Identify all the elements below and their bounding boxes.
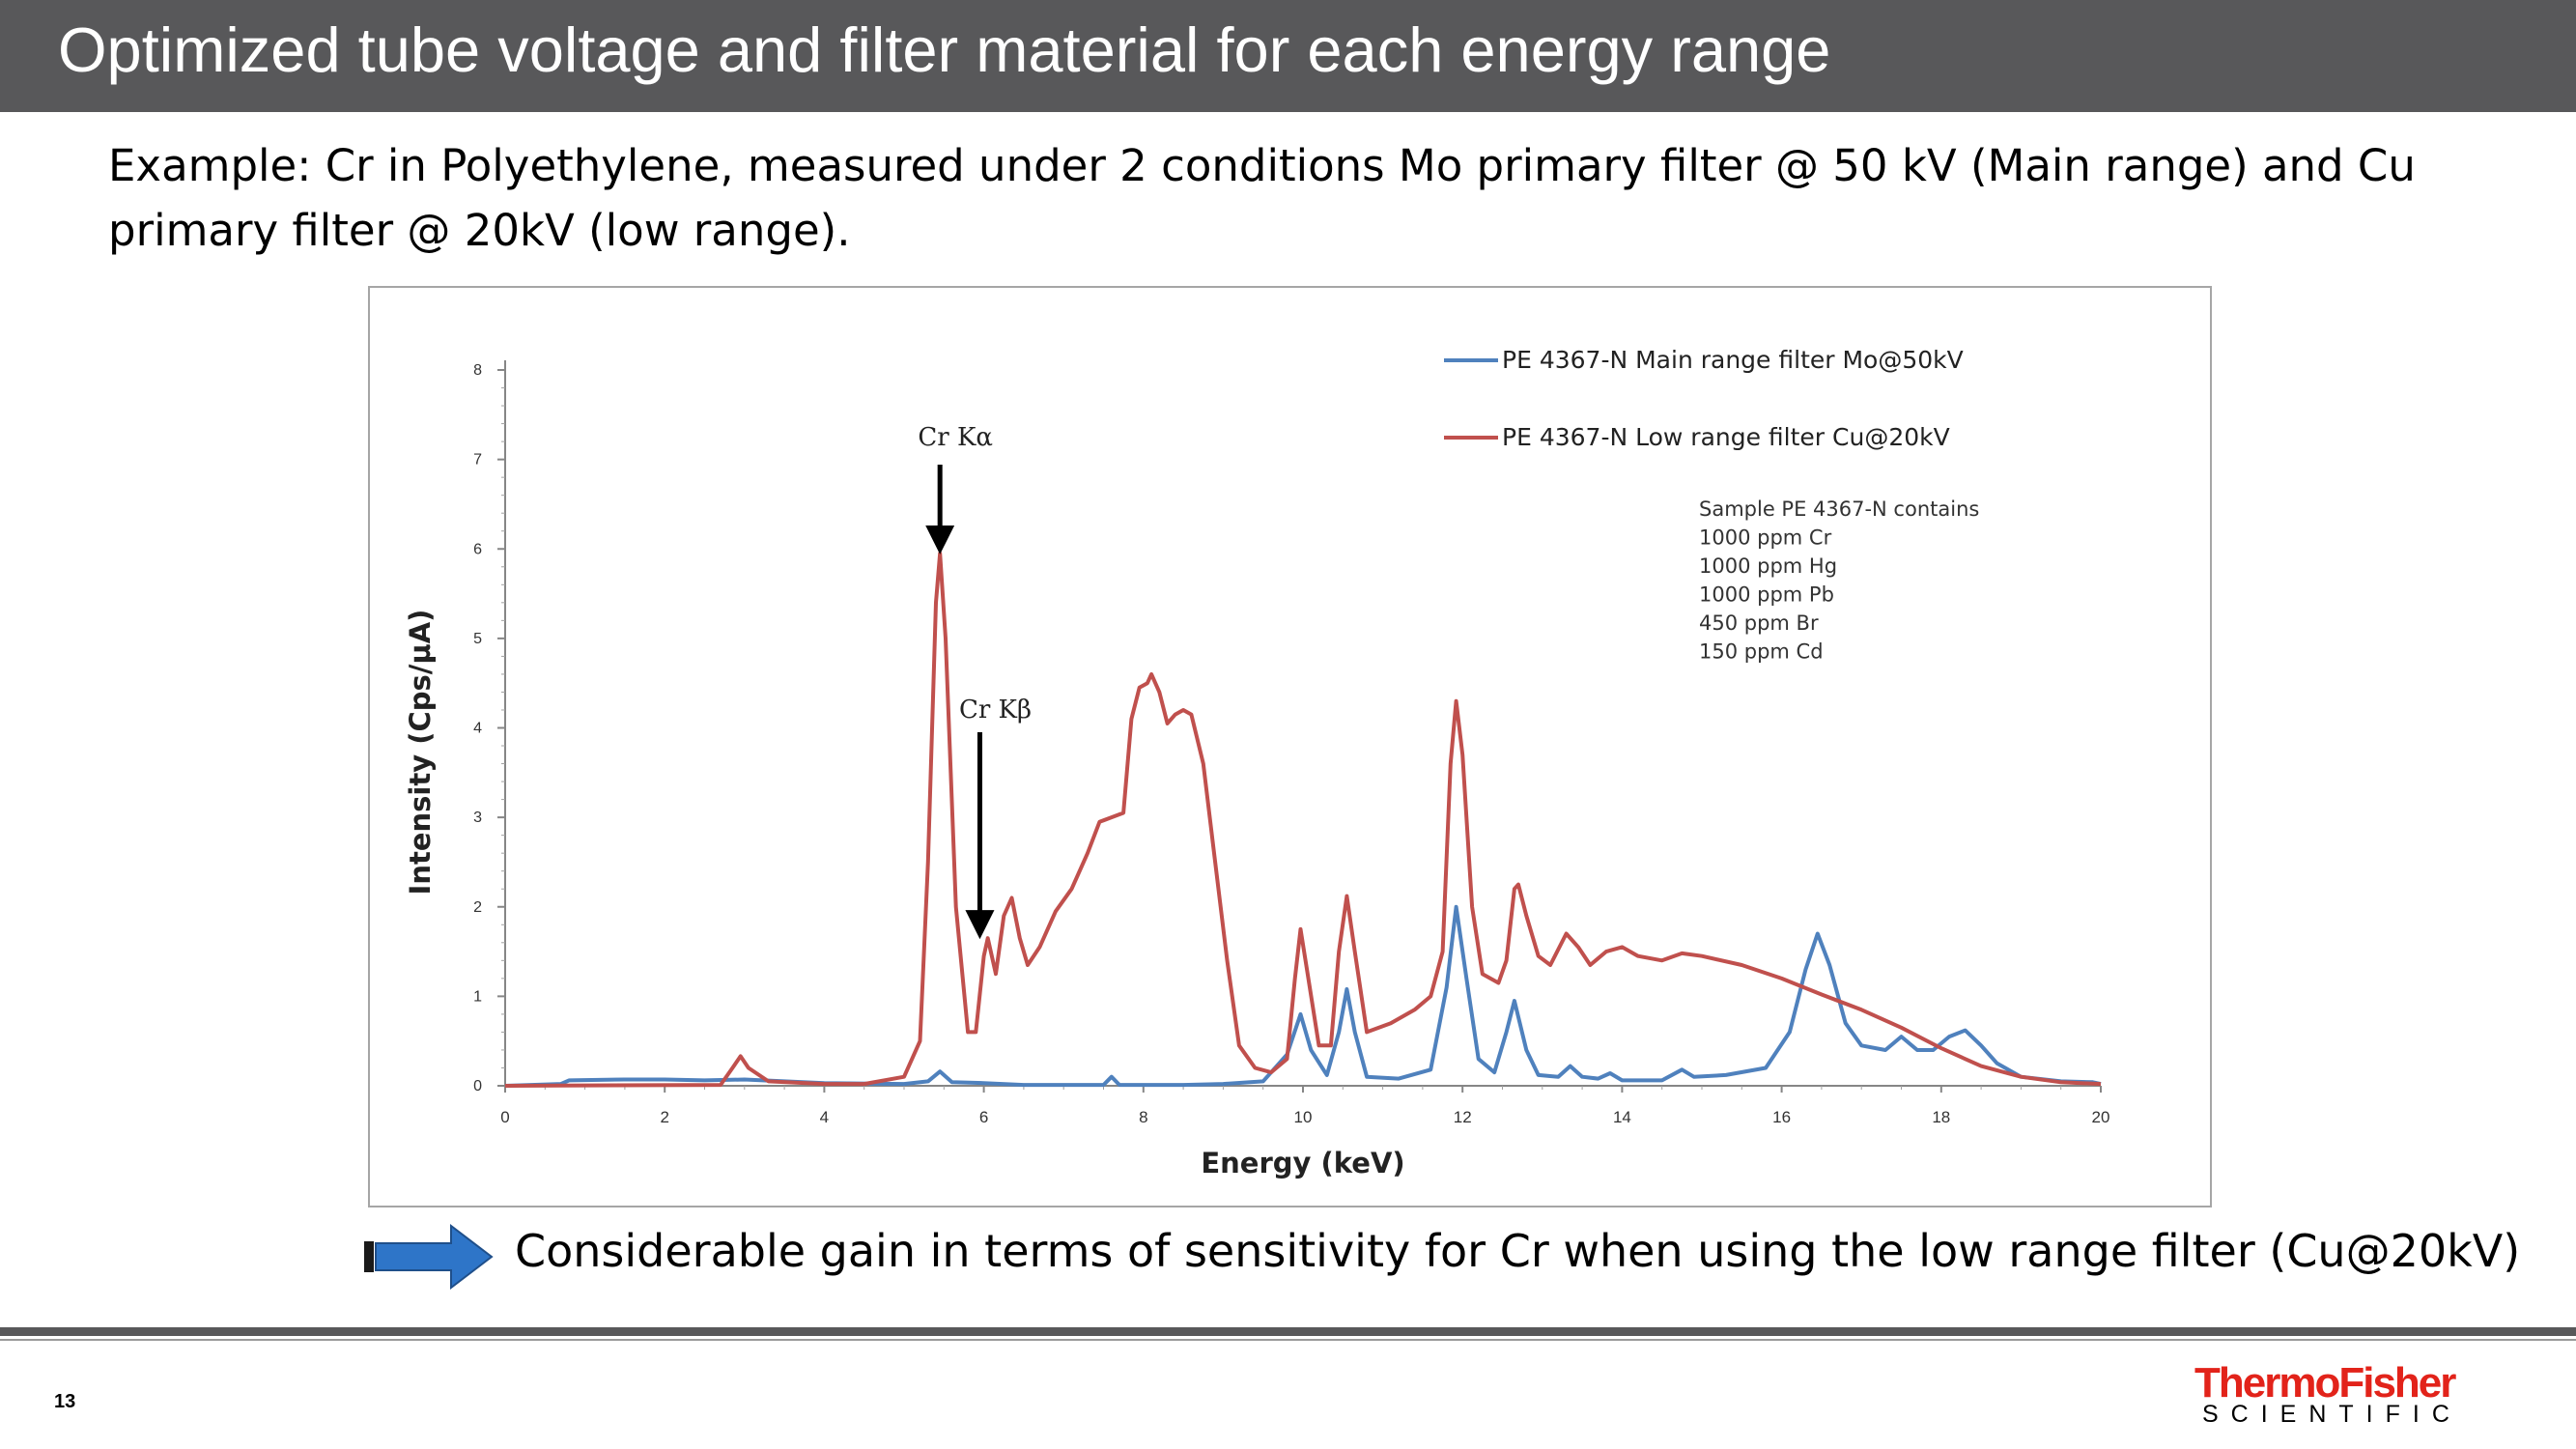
conclusion-text: Considerable gain in terms of sensitivit… <box>515 1225 2521 1277</box>
x-tick-label: 12 <box>1454 1108 1472 1126</box>
logo-scientific: SCIENTIFIC <box>2202 1401 2462 1428</box>
series-main-line <box>504 904 2102 1088</box>
page-number: 13 <box>54 1391 76 1412</box>
sample-note-line: 1000 ppm Cr <box>1699 526 1832 550</box>
legend-label: PE 4367-N Main range filter Mo@50kV <box>1502 346 1964 374</box>
x-tick-label: 14 <box>1613 1108 1631 1126</box>
x-tick-label: 16 <box>1772 1108 1791 1126</box>
series-low-line <box>504 551 2102 1088</box>
legend: PE 4367-N Main range filter Mo@50kV PE 43… <box>1444 346 1964 451</box>
conclusion-arrow-icon <box>362 1222 497 1295</box>
annotation-cr-kb: Cr Kβ <box>959 696 1032 724</box>
series-layer <box>504 551 2102 1088</box>
x-axis-label: Energy (keV) <box>1201 1147 1404 1179</box>
y-tick-label: 3 <box>473 810 482 826</box>
x-tick-label: 8 <box>1139 1108 1147 1126</box>
sample-note-line: 150 ppm Cd <box>1699 640 1824 664</box>
x-tick-label: 2 <box>660 1108 668 1126</box>
sample-note: Sample PE 4367-N contains 1000 ppm Cr 1000… <box>1699 497 1979 664</box>
y-tick-label: 0 <box>473 1078 482 1094</box>
annotation-cr-ka: Cr Kα <box>918 423 993 452</box>
sample-note-line: 1000 ppm Hg <box>1699 554 1837 578</box>
slide-title: Optimized tube voltage and filter materi… <box>58 14 1831 85</box>
y-tick-label: 6 <box>473 541 482 557</box>
x-tick-label: 20 <box>2092 1108 2110 1126</box>
legend-label: PE 4367-N Low range filter Cu@20kV <box>1502 423 1950 451</box>
y-tick-label: 2 <box>473 899 482 916</box>
title-bar: Optimized tube voltage and filter materi… <box>0 0 2576 112</box>
footer-rule <box>0 1327 2576 1336</box>
y-tick-label: 8 <box>473 362 482 379</box>
x-tick-label: 10 <box>1294 1108 1313 1126</box>
logo-thermofisher: ThermoFisher <box>2194 1359 2456 1406</box>
sample-note-line: 450 ppm Br <box>1699 611 1819 635</box>
annotations: Cr Kα Cr Kβ <box>918 423 1032 940</box>
spectrum-chart: 0 1 2 3 4 5 6 7 8 0 2 4 6 8 10 12 14 16 18 20 Energy (keV) In… <box>368 286 2212 1208</box>
intro-text: Example: Cr in Polyethylene, measured un… <box>108 140 2416 256</box>
footer-rule-thin <box>0 1339 2576 1341</box>
sample-note-line: 1000 ppm Pb <box>1699 583 1834 607</box>
sample-note-line: Sample PE 4367-N contains <box>1699 497 1979 521</box>
y-axis-label: Intensity (Cps/µA) <box>404 610 437 895</box>
x-tick-label: 4 <box>820 1108 829 1126</box>
x-tick-label: 0 <box>500 1108 509 1126</box>
y-tick-label: 1 <box>473 988 482 1005</box>
x-tick-label: 18 <box>1932 1108 1950 1126</box>
y-tick-label: 4 <box>473 721 482 737</box>
y-tick-label: 5 <box>473 631 482 647</box>
x-tick-label: 6 <box>979 1108 988 1126</box>
y-tick-label: 7 <box>473 452 482 469</box>
